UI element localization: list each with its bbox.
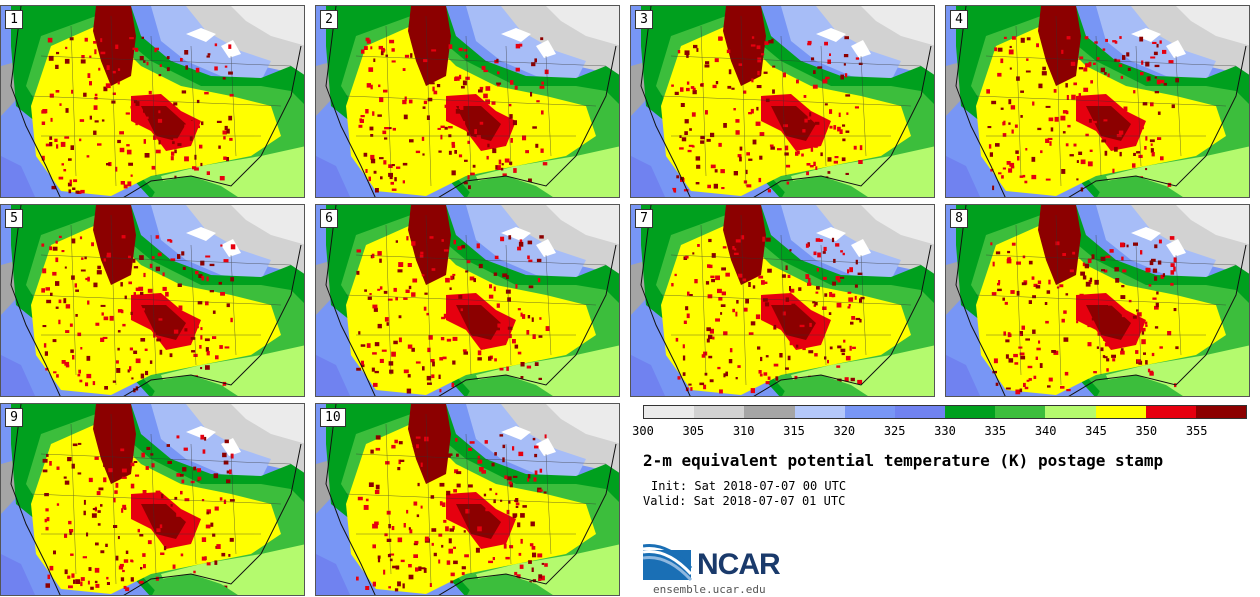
member-number: 7 — [635, 209, 653, 228]
postage-stamp-map-5: 5 — [0, 204, 305, 397]
ncar-logo-icon — [643, 543, 693, 582]
member-number: 1 — [5, 10, 23, 29]
colorbar-segment — [894, 406, 946, 418]
postage-stamp-map-8: 8 — [945, 204, 1250, 397]
colorbar-tick-label: 300 — [632, 424, 654, 438]
colorbar-segment — [945, 406, 996, 418]
colorbar-segment — [794, 406, 845, 418]
member-number: 2 — [320, 10, 338, 29]
member-number: 8 — [950, 209, 968, 228]
colorbar-tick-label: 345 — [1085, 424, 1107, 438]
colorbar-tick-label: 335 — [984, 424, 1007, 438]
colorbar-segment — [744, 406, 795, 418]
postage-stamp-map-3: 3 — [630, 5, 935, 198]
member-number: 3 — [635, 10, 653, 29]
colorbar-segment — [1045, 406, 1096, 418]
colorbar-segment — [844, 406, 895, 418]
logo-url: ensemble.ucar.edu — [653, 583, 766, 596]
postage-stamp-map-7: 7 — [630, 204, 935, 397]
colorbar-segment — [694, 406, 745, 418]
colorbar-tick-label: 340 — [1034, 424, 1057, 438]
postage-stamp-map-1: 1 — [0, 5, 305, 198]
member-number: 9 — [5, 408, 23, 427]
member-number: 6 — [320, 209, 338, 228]
colorbar — [643, 405, 1247, 419]
member-number: 10 — [320, 408, 346, 427]
colorbar-tick-label: 310 — [732, 424, 755, 438]
colorbar-tick-label: 330 — [934, 424, 956, 438]
figure-title: 2-m equivalent potential temperature (K)… — [643, 451, 1164, 470]
postage-stamp-map-2: 2 — [315, 5, 620, 198]
colorbar-tick-label: 315 — [783, 424, 805, 438]
postage-stamp-map-10: 10 — [315, 403, 620, 596]
colorbar-tick-label: 325 — [883, 424, 906, 438]
logo-wordmark: NCAR — [697, 548, 781, 581]
postage-stamp-map-9: 9 — [0, 403, 305, 596]
init-time: Init: Sat 2018-07-07 00 UTC — [651, 479, 847, 493]
colorbar-segment — [1195, 406, 1247, 418]
colorbar-segment — [1095, 406, 1146, 418]
colorbar-tick-label: 320 — [833, 424, 856, 438]
colorbar-tick-label: 305 — [682, 424, 705, 438]
colorbar-segment — [644, 406, 695, 418]
colorbar-segment — [995, 406, 1046, 418]
valid-time: Valid: Sat 2018-07-07 01 UTC — [643, 494, 846, 508]
postage-stamp-map-6: 6 — [315, 204, 620, 397]
colorbar-tick-label: 350 — [1135, 424, 1158, 438]
postage-stamp-map-4: 4 — [945, 5, 1250, 198]
member-number: 5 — [5, 209, 23, 228]
colorbar-segment — [1145, 406, 1196, 418]
colorbar-tick-label: 355 — [1185, 424, 1208, 438]
member-number: 4 — [950, 10, 968, 29]
